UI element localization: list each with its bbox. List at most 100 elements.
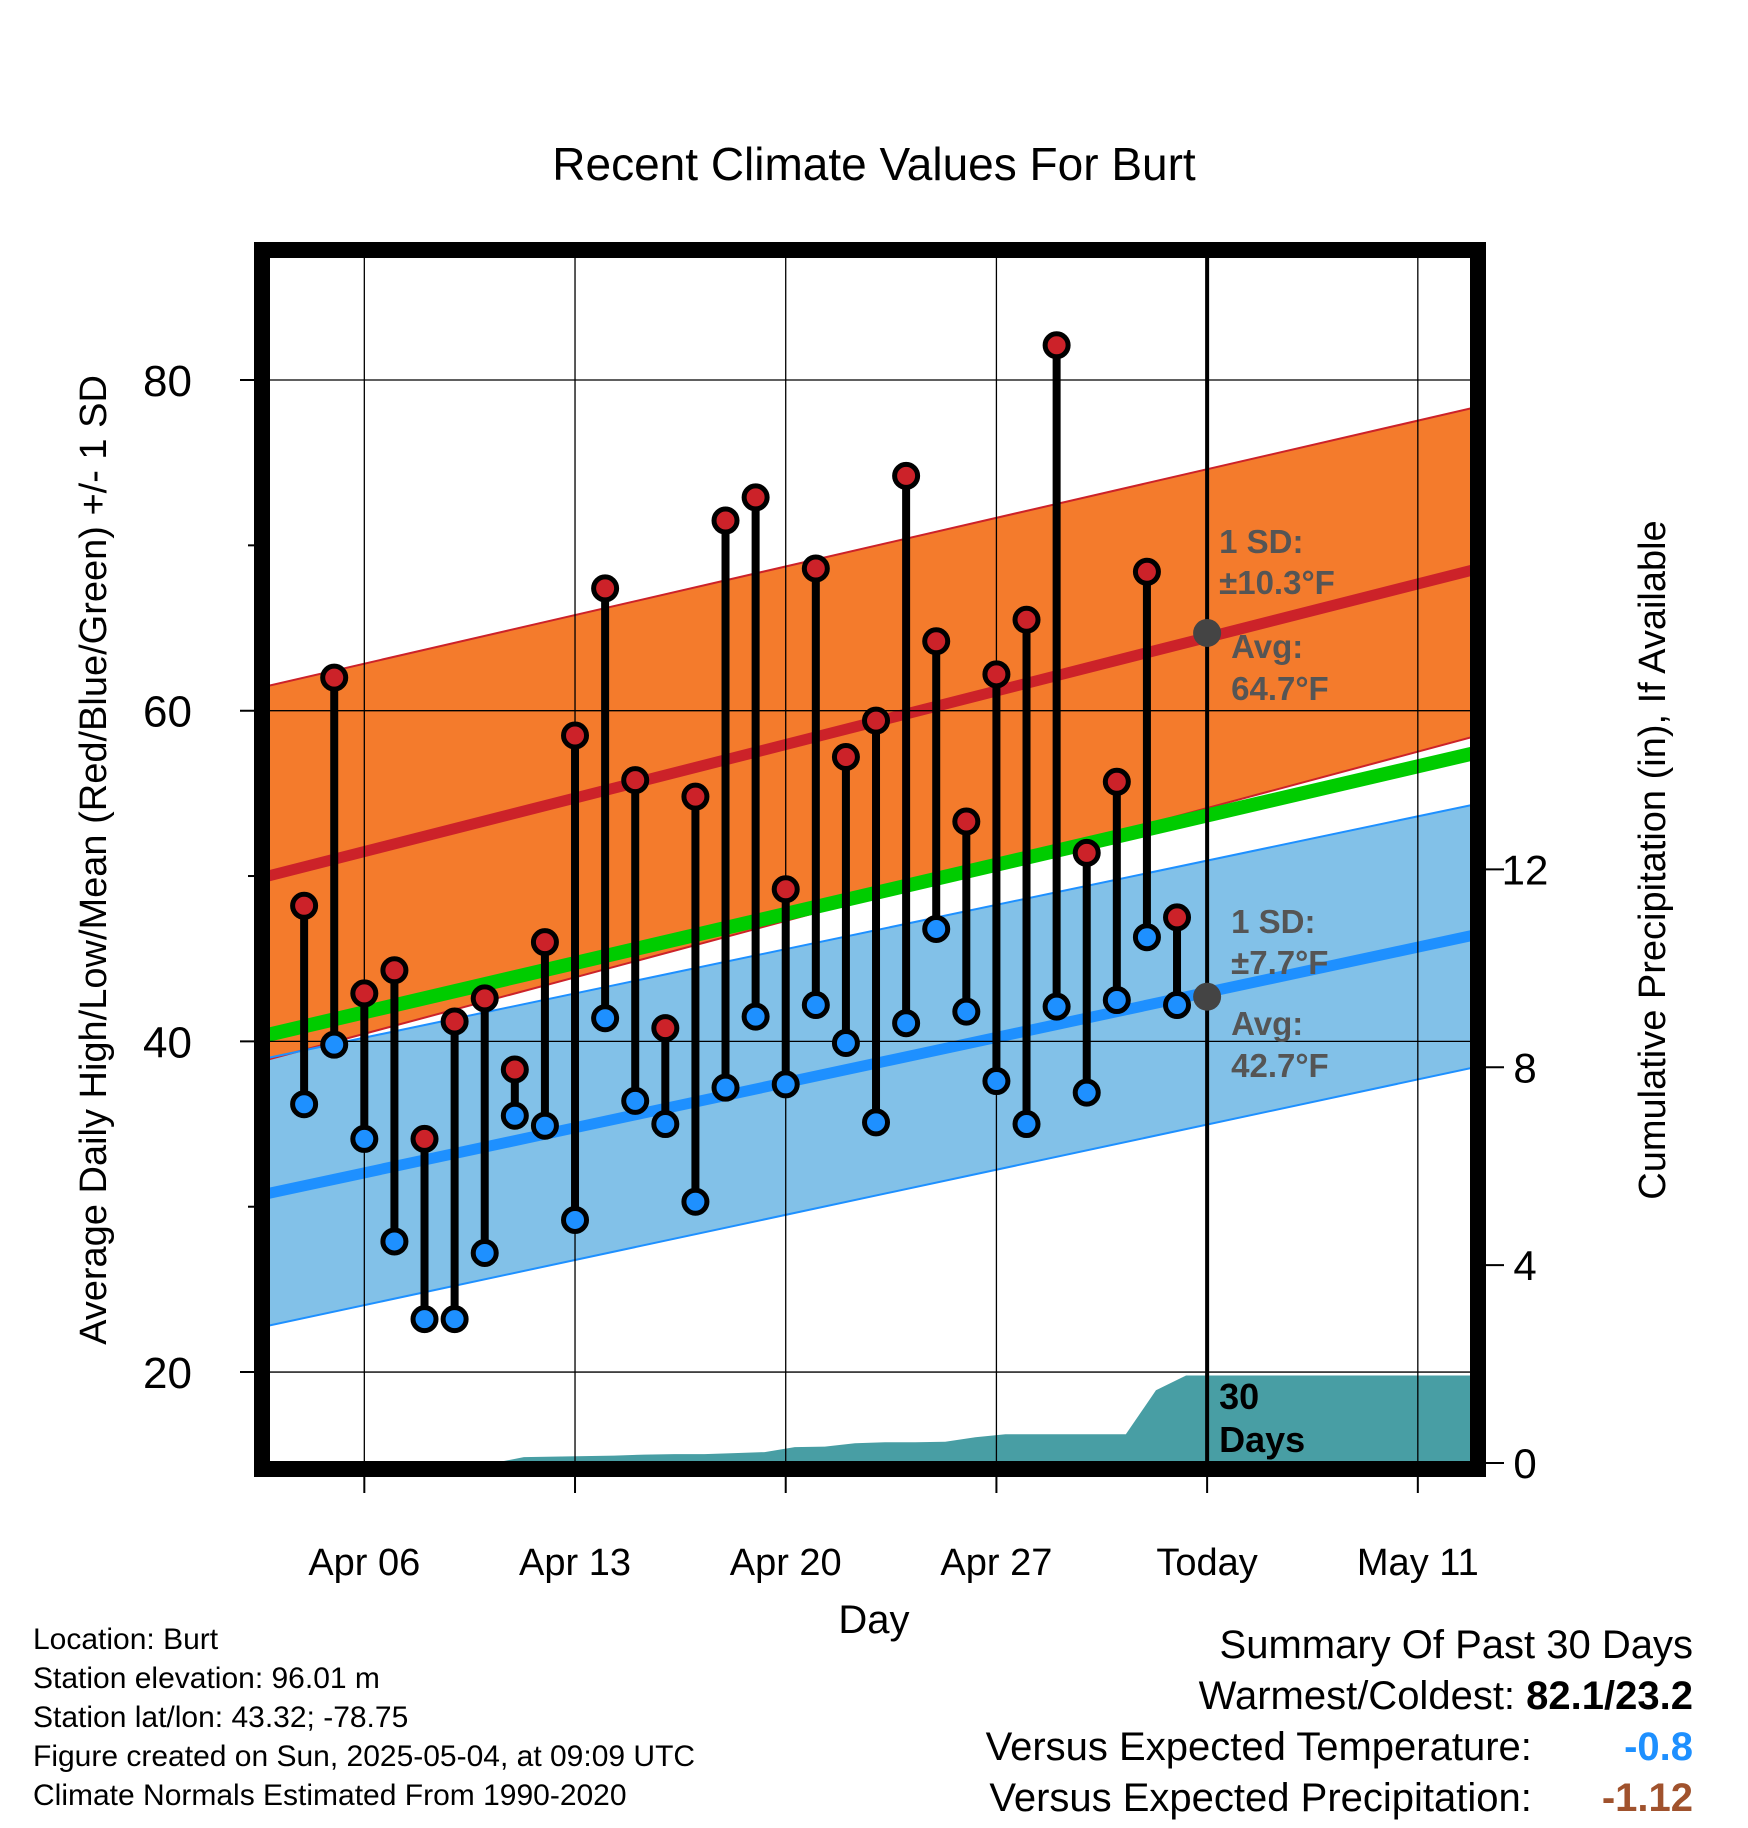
plot-area: 1 SD: ±10.3°F Avg: 64.7°F 1 SD: ±7.7°F Avg: 42.… <box>268 256 1472 1463</box>
daily-low-point <box>862 1108 891 1137</box>
plot-frame <box>254 242 1486 1477</box>
daily-high-point <box>952 807 981 836</box>
daily-low-point <box>621 1086 650 1115</box>
y-tick-label-left: 80 <box>143 357 192 406</box>
low-avg-value: 42.7°F <box>1231 1047 1329 1084</box>
daily-low-point <box>380 1227 409 1256</box>
daily-high-point <box>831 742 860 771</box>
precip-value: -1.12 <box>1601 1776 1693 1820</box>
daily-high-point <box>1132 557 1161 586</box>
high-avg-value: 64.7°F <box>1231 670 1329 707</box>
warmest-label: Warmest/Coldest: <box>1198 1674 1516 1718</box>
daily-low-point <box>290 1090 319 1119</box>
daily-high-point <box>1102 767 1131 796</box>
daily-high-point <box>621 766 650 795</box>
daily-low-point <box>922 914 951 943</box>
climate-chart: 1 SD: ±10.3°F Avg: 64.7°F 1 SD: ±7.7°F Avg: 42.… <box>73 138 1674 1584</box>
x-tick-label: May 11 <box>1357 1542 1479 1584</box>
daily-low-point <box>651 1110 680 1139</box>
y-tick-label-left: 60 <box>143 688 192 737</box>
high-sd-band <box>268 408 1472 1060</box>
daily-high-point <box>500 1055 529 1084</box>
low-normal-line <box>268 930 1472 1199</box>
high-sd-label: 1 SD: <box>1219 523 1303 560</box>
daily-high-point <box>801 554 830 583</box>
elevation-text: Station elevation: 96.01 m <box>33 1662 380 1695</box>
daily-low-point <box>741 1002 770 1031</box>
mean-normal-line <box>268 746 1472 1042</box>
low-sd-label: 1 SD: <box>1231 903 1315 940</box>
summary-warmest-row: Warmest/Coldest: 82.1/23.2 <box>986 1671 1693 1722</box>
latlon-text: Station lat/lon: 43.32; -78.75 <box>33 1701 409 1734</box>
daily-low-point <box>771 1070 800 1099</box>
low-sd-lower-edge <box>268 1066 1472 1327</box>
daily-low-point <box>530 1111 559 1140</box>
daily-high-point <box>922 627 951 656</box>
daily-high-point <box>410 1124 439 1153</box>
summary-panel: Summary Of Past 30 Days Warmest/Coldest:… <box>986 1620 1693 1824</box>
daily-low-point <box>1042 992 1071 1021</box>
location-text: Location: Burt <box>33 1623 219 1656</box>
normals-text: Climate Normals Estimated From 1990-2020 <box>33 1779 627 1812</box>
precip-label: Versus Expected Precipitation: <box>989 1776 1532 1820</box>
summary-temp-row: Versus Expected Temperature: -0.8 <box>986 1722 1693 1773</box>
y-tick-label-right: 8 <box>1513 1044 1536 1091</box>
x-tick-label: Apr 20 <box>730 1542 842 1584</box>
daily-high-point <box>1012 605 1041 634</box>
x-tick-label: Today <box>1156 1542 1257 1584</box>
daily-high-point <box>380 956 409 985</box>
low-sd-value: ±7.7°F <box>1231 944 1328 981</box>
daily-high-point <box>350 979 379 1008</box>
daily-low-point <box>410 1305 439 1334</box>
daily-low-point <box>500 1101 529 1130</box>
daily-low-point <box>320 1030 349 1059</box>
x-tick-label: Apr 13 <box>519 1542 631 1584</box>
daily-high-point <box>530 928 559 957</box>
daily-low-point <box>711 1073 740 1102</box>
x-tick-label: Apr 06 <box>308 1542 420 1584</box>
daily-low-point <box>591 1004 620 1033</box>
daily-high-point <box>982 660 1011 689</box>
high-avg-marker <box>1193 618 1222 647</box>
daily-high-point <box>591 574 620 603</box>
daily-low-point <box>350 1124 379 1153</box>
daily-high-point <box>440 1007 469 1036</box>
daily-low-point <box>470 1239 499 1268</box>
daily-low-point <box>982 1067 1011 1096</box>
daily-high-point <box>651 1014 680 1043</box>
daily-high-point <box>1163 903 1192 932</box>
y-tick-label-left: 20 <box>143 1349 192 1398</box>
daily-low-point <box>831 1029 860 1058</box>
temp-label: Versus Expected Temperature: <box>985 1725 1532 1769</box>
y-tick-label-left: 40 <box>143 1018 192 1067</box>
daily-high-point <box>290 891 319 920</box>
daily-low-point <box>801 991 830 1020</box>
daily-low-point <box>561 1205 590 1234</box>
station-info: Location: Burt Station elevation: 96.01 … <box>33 1620 695 1815</box>
y-tick-label-right: 0 <box>1513 1440 1536 1487</box>
daily-high-point <box>711 506 740 535</box>
high-sd-value: ±10.3°F <box>1219 564 1335 601</box>
precip-days-label: Days <box>1219 1419 1305 1460</box>
low-avg-label: Avg: <box>1231 1005 1303 1042</box>
chart-title: Recent Climate Values For Burt <box>552 138 1196 190</box>
y-tick-label-right: 4 <box>1513 1242 1536 1289</box>
y-axis-label-right: Cumulative Precipitation (in), If Availa… <box>1632 520 1674 1199</box>
daily-high-point <box>741 483 770 512</box>
summary-precip-row: Versus Expected Precipitation: -1.12 <box>986 1773 1693 1824</box>
daily-high-point <box>1072 838 1101 867</box>
warmest-value: 82.1/23.2 <box>1526 1674 1693 1718</box>
y-axis-label-left: Average Daily High/Low/Mean (Red/Blue/Gr… <box>73 375 115 1345</box>
daily-high-point <box>862 706 891 735</box>
daily-low-point <box>440 1305 469 1334</box>
summary-title: Summary Of Past 30 Days <box>1219 1623 1693 1667</box>
low-sd-upper-edge <box>268 803 1472 1059</box>
daily-low-point <box>952 997 981 1026</box>
daily-high-point <box>681 782 710 811</box>
daily-high-point <box>771 875 800 904</box>
daily-high-point <box>470 984 499 1013</box>
daily-low-point <box>1102 986 1131 1015</box>
daily-high-point <box>561 721 590 750</box>
daily-low-point <box>681 1187 710 1216</box>
daily-low-point <box>1012 1110 1041 1139</box>
